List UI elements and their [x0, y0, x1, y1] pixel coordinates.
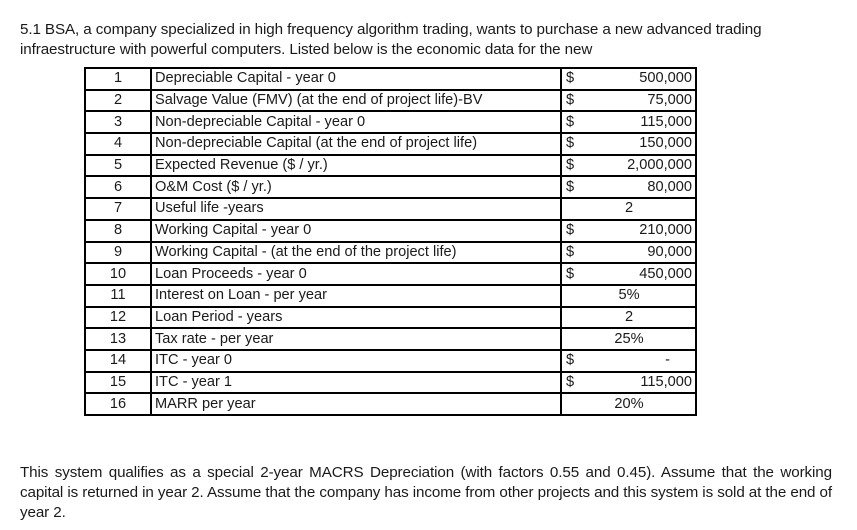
- table-row: 8 Working Capital - year 0 $210,000: [85, 218, 696, 243]
- row-value: 500,000: [639, 70, 692, 87]
- row-value-cell: 25%: [561, 327, 696, 351]
- row-label: Useful life -years: [151, 197, 562, 221]
- row-label: Loan Proceeds - year 0: [151, 262, 562, 286]
- row-value-cell: $2,000,000: [561, 153, 696, 178]
- row-label: Working Capital - (at the end of the pro…: [151, 240, 562, 265]
- row-value: 150,000: [639, 135, 692, 152]
- table-row: 4 Non-depreciable Capital (at the end of …: [85, 132, 696, 156]
- row-number: 3: [85, 110, 152, 135]
- currency-symbol: $: [566, 92, 575, 109]
- row-number: 15: [85, 370, 152, 395]
- row-value-cell: $115,000: [561, 370, 696, 395]
- row-value-cell: 2: [561, 197, 696, 221]
- row-value-cell: $115,000: [561, 110, 696, 135]
- row-label: Non-depreciable Capital (at the end of p…: [151, 132, 562, 156]
- row-value: 2: [624, 308, 634, 325]
- row-label: MARR per year: [151, 392, 562, 416]
- currency-symbol: $: [566, 70, 575, 87]
- row-value: -: [665, 352, 670, 369]
- row-value: 20%: [614, 395, 644, 412]
- row-label: Working Capital - year 0: [151, 218, 562, 243]
- row-value-cell: 5%: [561, 283, 696, 308]
- table-row: 14 ITC - year 0 $ -: [85, 348, 696, 373]
- row-value: 2,000,000: [627, 157, 692, 174]
- currency-symbol: $: [566, 157, 575, 174]
- table-row: 9 Working Capital - (at the end of the pr…: [85, 240, 696, 265]
- row-number: 16: [85, 392, 152, 416]
- table-row: 15 ITC - year 1 $115,000: [85, 370, 696, 395]
- row-number: 1: [85, 67, 152, 91]
- row-label: Expected Revenue ($ / yr.): [151, 153, 562, 178]
- row-label: Interest on Loan - per year: [151, 283, 562, 308]
- row-value: 450,000: [639, 265, 692, 282]
- row-label: ITC - year 1: [151, 370, 562, 395]
- economic-data-table: 1 Depreciable Capital - year 0 $500,000 2 Sa…: [84, 67, 697, 416]
- row-label: Non-depreciable Capital - year 0: [151, 110, 562, 135]
- row-value-cell: 2: [561, 305, 696, 330]
- row-value: 210,000: [639, 222, 692, 239]
- table-row: 13 Tax rate - per year 25%: [85, 327, 696, 351]
- row-label: ITC - year 0: [151, 348, 562, 373]
- row-value: 90,000: [647, 243, 692, 260]
- row-number: 13: [85, 327, 152, 351]
- table-row: 11 Interest on Loan - per year 5%: [85, 283, 696, 308]
- table-row: 7 Useful life -years 2: [85, 197, 696, 221]
- row-label: Tax rate - per year: [151, 327, 562, 351]
- row-number: 12: [85, 305, 152, 330]
- problem-assumptions: This system qualifies as a special 2-yea…: [20, 464, 832, 522]
- row-value-cell: $80,000: [561, 175, 696, 200]
- row-value-cell: $150,000: [561, 132, 696, 156]
- currency-symbol: $: [566, 178, 575, 195]
- table-row: 10 Loan Proceeds - year 0 $450,000: [85, 262, 696, 286]
- row-number: 9: [85, 240, 152, 265]
- row-label: Loan Period - years: [151, 305, 562, 330]
- problem-intro: 5.1 BSA, a company specialized in high f…: [20, 21, 762, 59]
- row-value-cell: $75,000: [561, 88, 696, 113]
- row-number: 8: [85, 218, 152, 243]
- row-number: 11: [85, 283, 152, 308]
- currency-symbol: $: [566, 222, 575, 239]
- row-number: 14: [85, 348, 152, 373]
- currency-symbol: $: [566, 265, 575, 282]
- table-row: 12 Loan Period - years 2: [85, 305, 696, 330]
- row-value: 80,000: [647, 178, 692, 195]
- row-value-cell: $450,000: [561, 262, 696, 286]
- currency-symbol: $: [566, 352, 575, 369]
- row-value-cell: $500,000: [561, 67, 696, 91]
- row-value-cell: $ -: [561, 348, 696, 373]
- currency-symbol: $: [566, 243, 575, 260]
- row-value: 25%: [614, 330, 644, 347]
- row-value-cell: $90,000: [561, 240, 696, 265]
- table-row: 16 MARR per year 20%: [85, 392, 696, 416]
- row-number: 6: [85, 175, 152, 200]
- table-row: 6 O&M Cost ($ / yr.) $80,000: [85, 175, 696, 200]
- row-number: 2: [85, 88, 152, 113]
- row-value-cell: 20%: [561, 392, 696, 416]
- row-number: 5: [85, 153, 152, 178]
- table-row: 3 Non-depreciable Capital - year 0 $115,00…: [85, 110, 696, 135]
- row-number: 10: [85, 262, 152, 286]
- table-row: 5 Expected Revenue ($ / yr.) $2,000,000: [85, 153, 696, 178]
- currency-symbol: $: [566, 135, 575, 152]
- row-label: Depreciable Capital - year 0: [151, 67, 562, 91]
- currency-symbol: $: [566, 373, 575, 390]
- row-label: O&M Cost ($ / yr.): [151, 175, 562, 200]
- table-row: 1 Depreciable Capital - year 0 $500,000: [85, 67, 696, 91]
- row-number: 7: [85, 197, 152, 221]
- row-value: 5%: [618, 287, 640, 304]
- row-value: 115,000: [640, 373, 692, 390]
- row-value-cell: $210,000: [561, 218, 696, 243]
- row-number: 4: [85, 132, 152, 156]
- row-value: 2: [624, 200, 634, 217]
- row-value: 75,000: [647, 92, 692, 109]
- currency-symbol: $: [566, 113, 575, 130]
- row-value: 115,000: [640, 113, 692, 130]
- table-row: 2 Salvage Value (FMV) (at the end of proj…: [85, 88, 696, 113]
- row-label: Salvage Value (FMV) (at the end of proje…: [151, 88, 562, 113]
